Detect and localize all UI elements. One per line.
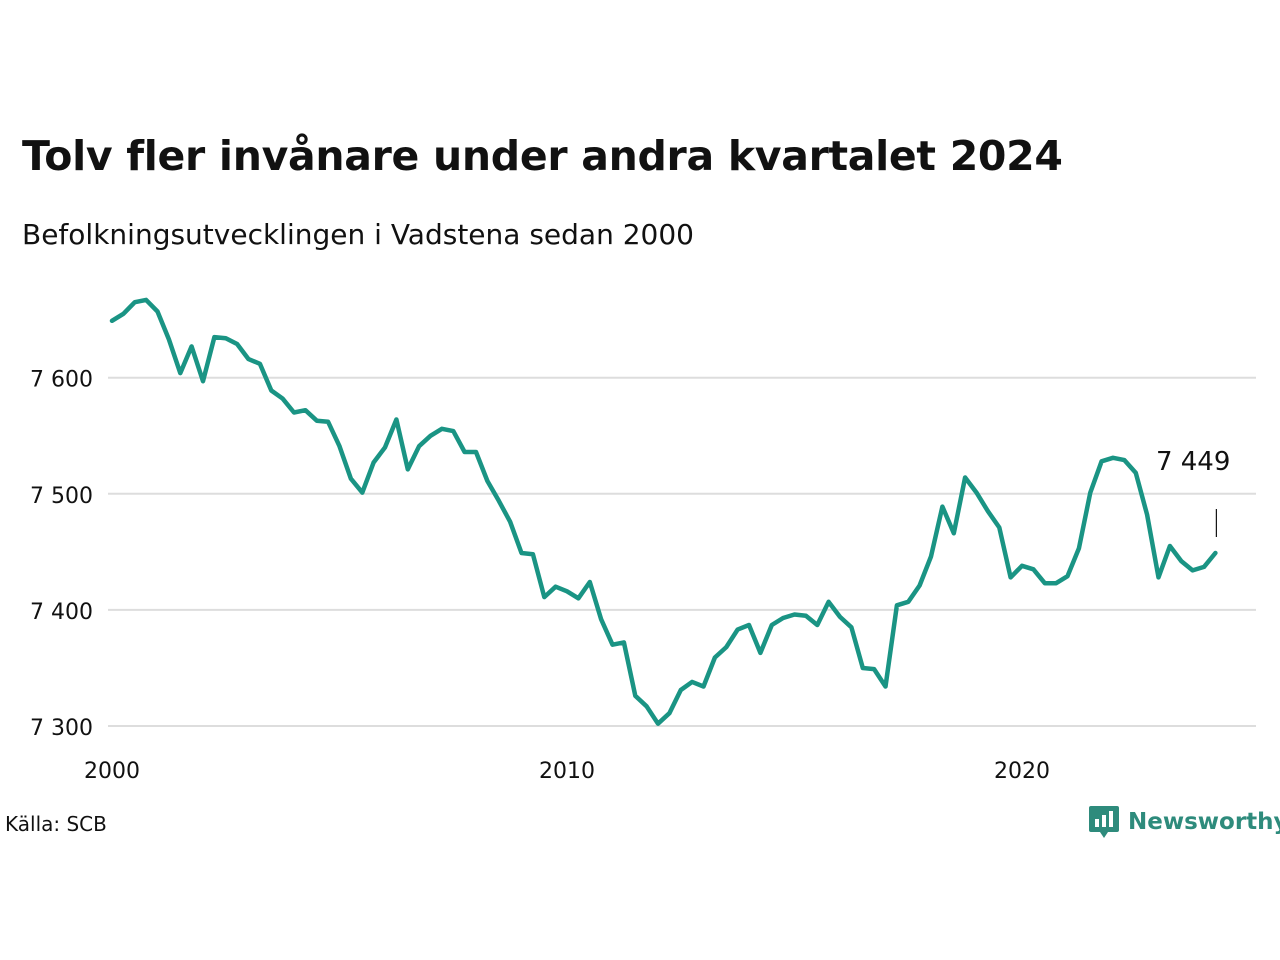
line-chart: 7 300 7 400 7 500 7 600 2000 2010 2020 7 449: [30, 297, 1256, 784]
brand-name: Newsworthy: [1128, 809, 1280, 835]
series-layer: [109, 297, 1218, 726]
x-axis-labels: 2000 2010 2020: [84, 759, 1050, 784]
y-tick-label: 7 300: [30, 716, 93, 741]
y-axis-labels: 7 300 7 400 7 500 7 600: [30, 368, 93, 741]
x-tick-label: 2010: [539, 759, 595, 784]
x-tick-label: 2020: [994, 759, 1050, 784]
annotation-label: 7 449: [1156, 447, 1230, 477]
chart-subtitle: Befolkningsutvecklingen i Vadstena sedan…: [22, 218, 694, 251]
x-tick-label: 2000: [84, 759, 140, 784]
newsworthy-logo-icon: [1089, 806, 1119, 838]
brand-logo[interactable]: Newsworthy: [1088, 804, 1280, 840]
y-tick-label: 7 600: [30, 368, 93, 393]
y-tick-label: 7 500: [30, 484, 93, 509]
series-line-0: [109, 297, 1218, 726]
source-note: Källa: SCB: [5, 812, 107, 836]
y-tick-label: 7 400: [30, 600, 93, 625]
chart-title: Tolv fler invånare under andra kvartalet…: [22, 132, 1063, 180]
annotation-layer: 7 449: [1156, 447, 1230, 538]
gridlines: [108, 376, 1256, 727]
